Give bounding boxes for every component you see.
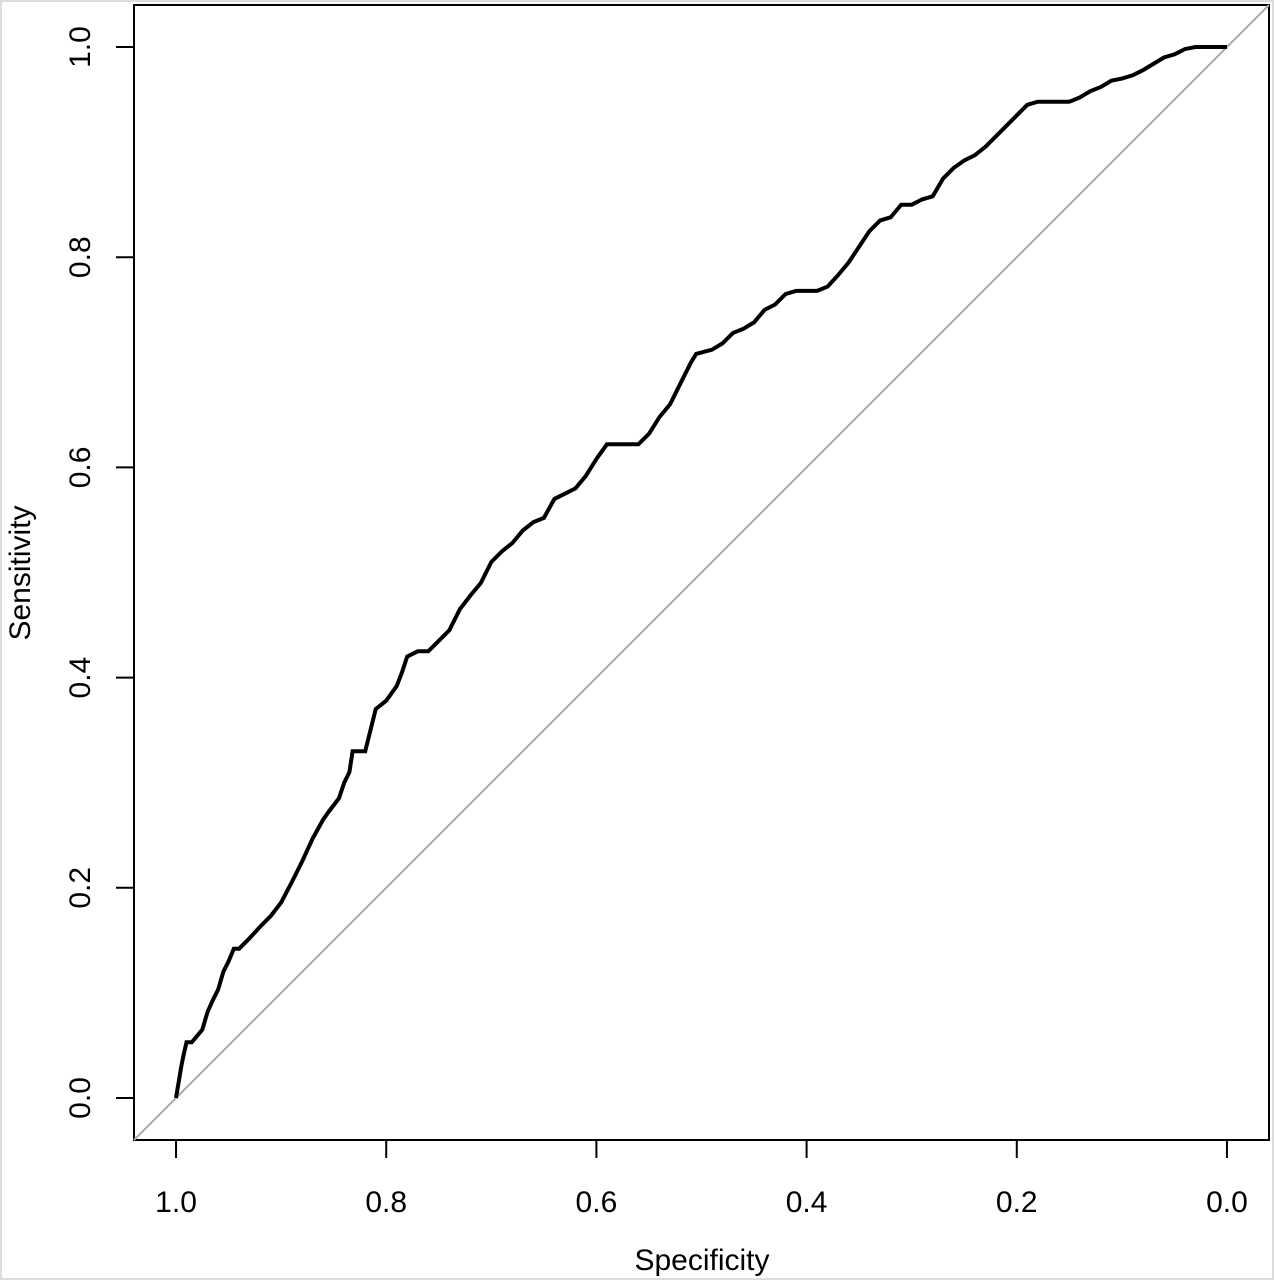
y-tick-label: 0.0 (64, 1077, 97, 1119)
x-tick-label: 0.6 (576, 1186, 618, 1219)
x-tick-label: 0.8 (365, 1186, 407, 1219)
y-tick-label: 1.0 (64, 26, 97, 68)
y-tick-label: 0.6 (64, 447, 97, 489)
x-tick-label: 0.0 (1206, 1186, 1248, 1219)
y-tick-label: 0.8 (64, 236, 97, 278)
x-axis-label: Specificity (634, 1244, 769, 1277)
reference-line-layer (133, 4, 1270, 1141)
x-tick-label: 1.0 (155, 1186, 197, 1219)
y-tick-label: 0.4 (64, 657, 97, 699)
y-tick-label: 0.2 (64, 867, 97, 909)
reference-diagonal-line (133, 4, 1270, 1141)
x-axis: 1.0 0.8 0.6 0.4 0.2 0.0 (155, 1139, 1248, 1219)
x-tick-label: 0.4 (786, 1186, 828, 1219)
y-axis: 0.0 0.2 0.4 0.6 0.8 1.0 (64, 26, 135, 1119)
roc-curve-line (174, 45, 1227, 1099)
roc-curve-layer (174, 45, 1227, 1099)
y-axis-label: Sensitivity (4, 505, 37, 640)
x-tick-label: 0.2 (996, 1186, 1038, 1219)
